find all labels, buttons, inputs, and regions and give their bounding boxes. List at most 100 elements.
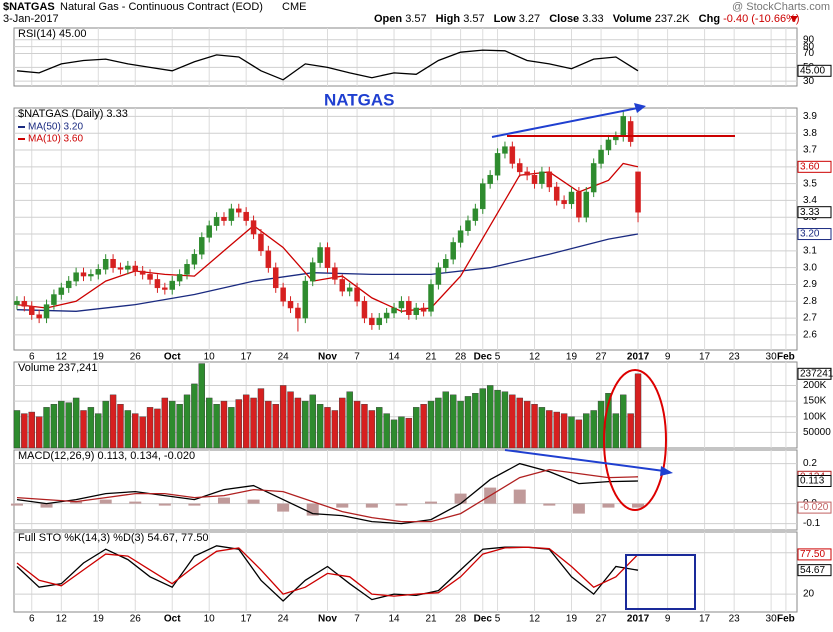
volume-bar [124,410,132,449]
candle-body [80,272,87,277]
quote-value: -0.40 (-10.66%) [723,13,799,25]
value-marker [797,64,832,77]
symbol: $NATGAS [3,1,55,13]
arrow-head [634,103,646,113]
volume-bar [405,418,413,449]
volume-bar [257,388,265,449]
volume-bar [590,410,597,449]
candle-body [302,280,309,319]
series-line [16,546,639,597]
volume-bar [13,410,21,449]
value-marker [797,548,832,561]
y-tick-label: 70 [803,48,815,59]
x-tick-label: 7 [354,352,360,363]
panel-label: RSI(14) 45.00 [18,28,86,40]
volume-bar [95,413,102,449]
candle-body [354,287,360,302]
candle-body [406,301,412,315]
x-tick-label: 10 [204,352,216,363]
volume-bar [479,388,486,449]
histogram-bar [543,503,556,506]
x-tick-label: Nov [318,614,337,625]
candle-body [147,274,153,280]
x-tick-label: 30 [766,614,778,625]
histogram-bar [277,503,290,512]
x-tick-label: 17 [241,352,253,363]
arrow-head [660,466,673,476]
candle-body [221,216,227,221]
panel-label: MACD(12,26,9) 0.113, 0.134, -0.020 [18,450,195,462]
y-tick-label: 20 [803,589,815,600]
candle-body [443,259,449,268]
histogram-bar [158,503,171,506]
candle-body [139,270,146,275]
volume-bar [265,400,272,449]
x-tick-label: Feb [777,352,795,363]
volume-bar [516,397,523,449]
plot [10,462,645,525]
instrument-name: Natural Gas - Continuous Contract (EOD) [60,1,263,13]
candle-body [561,200,567,205]
volume-bar [339,397,346,449]
candle-body [568,191,575,205]
volume-bar [575,419,583,449]
x-tick-label: 2017 [627,352,650,363]
highlight-box [625,554,696,610]
volume-bar [213,404,220,449]
volume-bar [87,407,95,449]
candle-body [450,242,456,260]
candle-body [494,153,501,176]
candle-body [524,171,530,176]
volume-bar [154,408,161,449]
histogram-bar [513,489,526,504]
candle-body [21,301,28,307]
value-marker-label: 45.00 [800,65,825,76]
candle-body [287,301,294,309]
candle-body [398,301,405,309]
candle-body [206,225,212,238]
plot [16,49,639,81]
x-tick-label: 30 [766,352,778,363]
candle-body [272,267,279,289]
panel: 20806121926Oct101724Nov7142128Dec5121927… [13,531,832,625]
x-tick-label: 17 [699,614,711,625]
x-tick-label: 12 [529,614,541,625]
y-tick-label: 2.9 [803,279,817,290]
volume-bar [376,407,383,449]
panel-label: $NATGAS (Daily) 3.33 [18,108,128,120]
panel-label: Volume 237,241 [18,362,98,374]
volume-bar [28,411,35,449]
value-marker-label: 3.20 [800,229,820,240]
x-tick-label: 26 [130,614,142,625]
x-tick-label: 19 [93,352,105,363]
candle-body [43,304,50,319]
candle-body [191,253,198,265]
value-marker [797,367,832,380]
histogram-bar [336,503,349,508]
volume-bar [169,400,176,449]
header: $NATGAS Natural Gas - Continuous Contrac… [3,1,830,25]
volume-bar [43,407,50,449]
volume-bar [117,404,124,449]
quote-label: Chg [699,13,720,25]
volume-bar [80,410,87,449]
candle-body [590,163,597,193]
x-tick-label: 23 [729,614,741,625]
x-tick-label: 28 [455,352,467,363]
y-tick-label: 3.4 [803,195,817,206]
candle-body [472,208,479,221]
volume-bar [65,402,72,449]
series-line [16,462,639,525]
volume-bar [250,397,257,449]
legend-entry: MA(10) 3.60 [28,134,83,145]
divergence-arrow [504,449,665,472]
x-tick-label: 19 [566,352,578,363]
x-tick-label: 12 [56,614,68,625]
volume-bar [427,400,435,449]
volume-bar [21,413,28,449]
volume-bar [302,400,309,449]
candle-body [553,186,560,201]
volume-bar [50,404,58,449]
